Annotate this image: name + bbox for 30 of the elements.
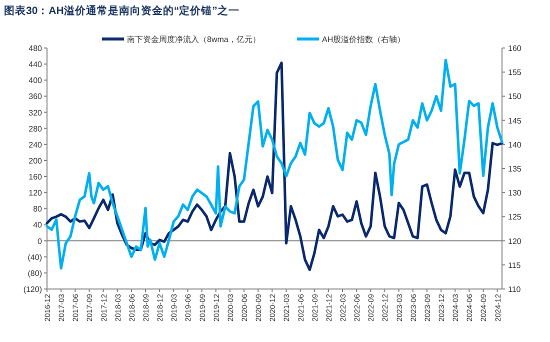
y-tick-label: 200 (28, 156, 43, 166)
y-tick-label: (120) (23, 285, 42, 294)
y2-tick-label: 120 (508, 236, 522, 246)
y2-tick-label: 110 (508, 285, 522, 294)
y2-tick-label: 155 (508, 68, 522, 78)
y2-tick-label: 145 (508, 116, 522, 126)
y2-tick-label: 125 (508, 212, 522, 222)
y-tick-label: 360 (28, 92, 43, 102)
y-tick-label: 240 (28, 140, 43, 150)
y-tick-label: (40) (28, 252, 42, 262)
y-tick-label: 320 (28, 108, 43, 118)
y2-tick-label: 140 (508, 140, 522, 150)
y-tick-label: 400 (28, 76, 43, 86)
y-tick-label: 40 (33, 220, 43, 230)
y-tick-label: 280 (28, 124, 43, 134)
y2-tick-label: 115 (508, 260, 522, 270)
y2-tick-label: 160 (508, 44, 522, 53)
y-tick-label: 120 (28, 188, 43, 198)
y-tick-label: 0 (38, 236, 43, 246)
y-tick-label: 440 (28, 60, 43, 70)
y-tick-label: 80 (33, 204, 43, 214)
y-tick-label: 160 (28, 172, 43, 182)
chart-title: 图表30：AH溢价通常是南向资金的“定价锚”之一 (4, 4, 240, 17)
y-tick-label: (80) (28, 268, 42, 278)
y2-tick-label: 135 (508, 164, 522, 174)
y-tick-label: 480 (28, 44, 43, 53)
y2-tick-label: 150 (508, 92, 522, 102)
y2-tick-label: 130 (508, 188, 522, 198)
legend-label: 南下资金周度净流入（8wma，亿元） (127, 35, 260, 44)
legend-label: AH股溢价指数（右轴） (322, 35, 406, 44)
